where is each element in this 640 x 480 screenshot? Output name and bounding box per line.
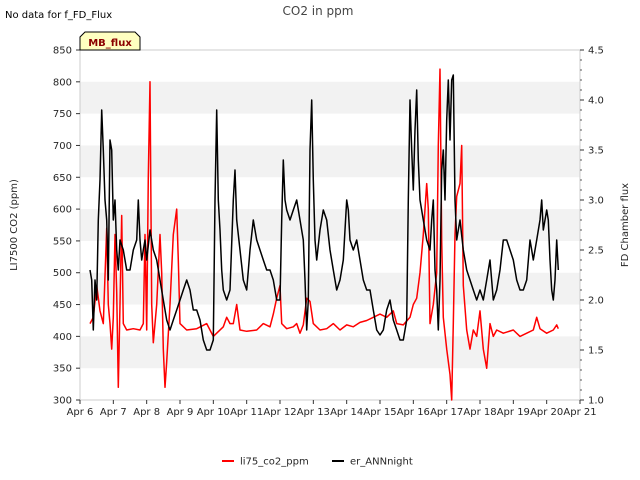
x-tick-label: Apr 15 bbox=[363, 407, 396, 418]
y-right-tick-label: 3.5 bbox=[588, 146, 604, 157]
x-tick-label: Apr 20 bbox=[530, 407, 563, 418]
y-left-tick-label: 750 bbox=[53, 109, 72, 120]
y-right-tick-label: 4.5 bbox=[588, 46, 604, 57]
y-left-tick-label: 850 bbox=[53, 46, 72, 57]
x-tick-label: Apr 9 bbox=[167, 407, 194, 418]
y-left-tick-label: 500 bbox=[53, 268, 72, 279]
y-right-tick-label: 1.5 bbox=[588, 346, 604, 357]
grid-band bbox=[80, 209, 580, 241]
y-right-tick-label: 4.0 bbox=[588, 96, 604, 107]
mb-flux-badge: MB_flux bbox=[79, 31, 141, 51]
series-line-er_ANNnight bbox=[89, 74, 560, 351]
x-tick-label: Apr 7 bbox=[100, 407, 127, 418]
x-tick-label: Apr 10 bbox=[197, 407, 230, 418]
y-axis-right: 1.0 1.5 2.0 2.5 3.0 3.5 4.0 4.5 bbox=[580, 46, 604, 407]
y-left-tick-label: 450 bbox=[53, 300, 72, 311]
chart-title: CO2 in ppm bbox=[283, 4, 354, 18]
y-right-tick-label: 3.0 bbox=[588, 196, 604, 207]
y-right-tick-label: 2.0 bbox=[588, 296, 604, 307]
x-tick-label: Apr 8 bbox=[133, 407, 160, 418]
y-left-tick-label: 800 bbox=[53, 77, 72, 88]
x-tick-label: Apr 11 bbox=[230, 407, 263, 418]
legend-label-er_ANNnight: er_ANNnight bbox=[350, 457, 413, 468]
x-tick-label: Apr 19 bbox=[497, 407, 530, 418]
y-right-tick-label: 1.0 bbox=[588, 396, 604, 407]
grid-band bbox=[80, 145, 580, 178]
no-data-note: No data for f_FD_Flux bbox=[5, 10, 112, 21]
grid-band bbox=[80, 336, 580, 369]
grid-band bbox=[80, 272, 580, 305]
x-tick-label: Apr 17 bbox=[430, 407, 463, 418]
badge-label: MB_flux bbox=[88, 38, 132, 49]
y-left-tick-label: 700 bbox=[53, 141, 72, 152]
x-tick-label: Apr 13 bbox=[297, 407, 330, 418]
y-left-tick-label: 350 bbox=[53, 364, 72, 375]
x-tick-label: Apr 14 bbox=[330, 407, 363, 418]
grid-band bbox=[80, 81, 580, 114]
x-axis: Apr 6 Apr 7 Apr 8 Apr 9 Apr 10 Apr 11 Apr 12 Ap… bbox=[67, 400, 597, 418]
x-tick-label: Apr 16 bbox=[397, 407, 430, 418]
y-left-tick-label: 400 bbox=[53, 332, 72, 343]
x-tick-label: Apr 6 bbox=[67, 407, 94, 418]
series-lines bbox=[89, 68, 560, 401]
x-tick-label: Apr 21 bbox=[563, 407, 596, 418]
y-left-tick-label: 650 bbox=[53, 173, 72, 184]
badge-shape bbox=[79, 31, 141, 51]
y-right-tick-label: 2.5 bbox=[588, 246, 604, 257]
y-axis-right-label: FD Chamber flux bbox=[620, 183, 631, 267]
legend-label-li75_co2_ppm: li75_co2_ppm bbox=[240, 457, 309, 468]
plot-area-border bbox=[79, 49, 581, 401]
series-line-li75_co2_ppm bbox=[89, 68, 559, 401]
y-axis-left: 300 350 400 450 500 550 600 650 700 750 800 850 bbox=[53, 46, 80, 407]
y-left-tick-label: 550 bbox=[53, 236, 72, 247]
y-left-tick-label: 300 bbox=[53, 396, 72, 407]
legend: li75_co2_ppm er_ANNnight bbox=[222, 457, 413, 468]
x-tick-label: Apr 18 bbox=[463, 407, 496, 418]
y-axis-left-label: LI7500 CO2 (ppm) bbox=[9, 179, 20, 271]
y-left-tick-label: 600 bbox=[53, 205, 72, 216]
x-tick-label: Apr 12 bbox=[263, 407, 296, 418]
